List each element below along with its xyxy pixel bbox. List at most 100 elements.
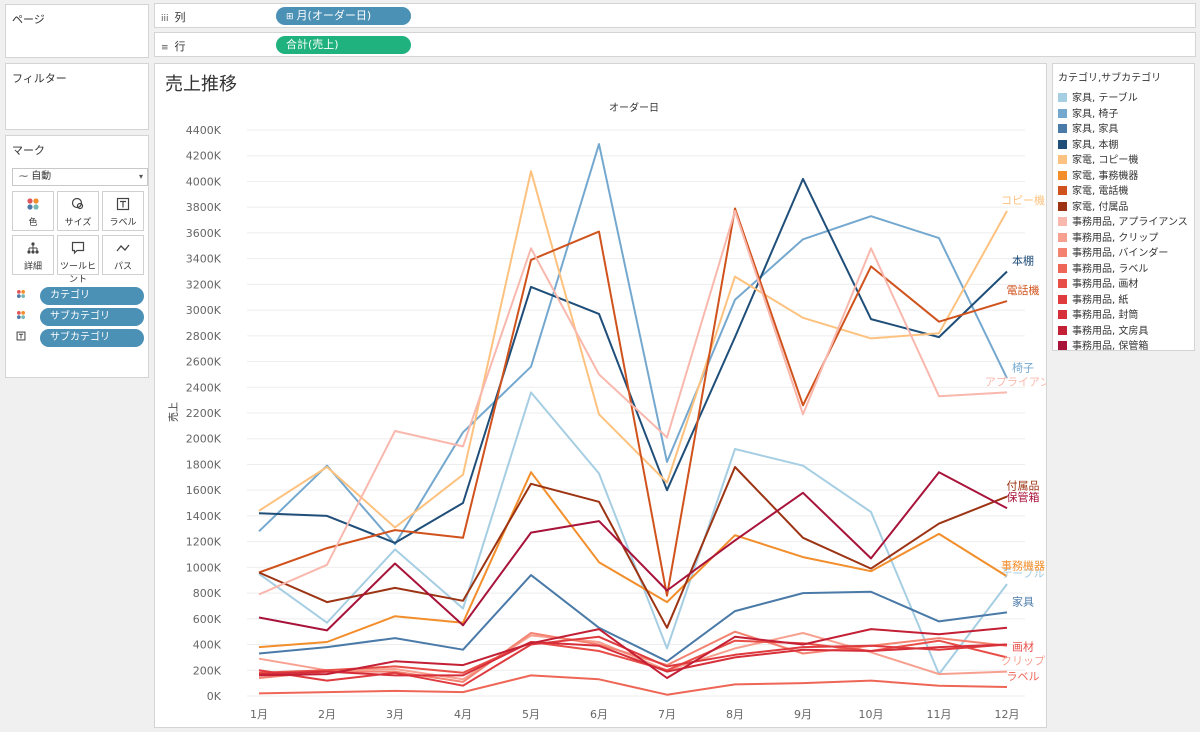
series-line[interactable] [258,210,1008,596]
legend-item[interactable]: 家電, 事務機器 [1058,167,1138,182]
y-tick-label: 2600K [186,356,222,369]
series-line[interactable] [258,471,1008,632]
legend-item[interactable]: 家電, 付属品 [1058,198,1128,213]
y-tick-label: 1200K [186,536,222,549]
legend-item[interactable]: 事務用品, アプライアンス [1058,213,1188,228]
legend-item[interactable]: 事務用品, 文房具 [1058,322,1148,337]
x-tick-label: 8月 [726,708,744,721]
pages-panel-title: ページ [12,13,45,26]
rows-pill-sum-sales[interactable]: 合計(売上) [276,36,411,54]
chevron-down-icon: ▾ [138,172,143,181]
path-button-label: パス [113,262,132,272]
series-line[interactable] [258,632,1008,681]
legend-item[interactable]: 家具, テーブル [1058,89,1138,104]
series-line[interactable] [258,626,1008,679]
series-line[interactable] [258,207,1008,597]
marks-panel-title: マーク [12,144,45,157]
mark-type-dropdown[interactable]: ⁓ 自動 ▾ [12,168,148,186]
legend-item-label: 家具, 家具 [1072,124,1119,135]
legend-item[interactable]: 事務用品, 画材 [1058,275,1138,290]
series-end-label: 椅子 [1012,360,1034,374]
legend-item[interactable]: 事務用品, ラベル [1058,260,1148,275]
detail-button[interactable]: 詳細 [12,235,54,275]
legend-item-label: 事務用品, 文房具 [1072,325,1149,337]
series-line[interactable] [258,641,1008,677]
x-tick-label: 6月 [590,708,608,721]
series-end-label: アプライアンス [985,375,1046,388]
rows-shelf[interactable]: ≡ 行 合計(売上) [154,32,1196,57]
x-tick-label: 12月 [995,708,1020,721]
legend-item[interactable]: 事務用品, バインダー [1058,244,1168,259]
series-end-label: 画材 [1012,639,1034,653]
size-icon [58,197,98,213]
marks-panel: マーク ⁓ 自動 ▾ 色 サイズ ラベル 詳細 ツールヒント [5,135,149,378]
series-line[interactable] [258,574,1008,663]
legend-item[interactable]: 家電, コピー機 [1058,151,1138,166]
series-line[interactable] [258,170,1008,529]
tooltip-button[interactable]: ツールヒント [57,235,99,285]
pages-panel[interactable]: ページ [5,4,149,58]
series-line[interactable] [258,630,1008,683]
y-tick-label: 4400K [186,124,222,137]
legend-item[interactable]: 事務用品, クリップ [1058,229,1158,244]
marks-pill-category[interactable]: カテゴリ [40,287,144,305]
series-line[interactable] [258,466,1008,629]
detail-icon [13,241,53,257]
x-tick-label: 1月 [250,708,268,721]
legend-item[interactable]: 事務用品, 保管箱 [1058,337,1148,352]
columns-pill-order-month[interactable]: ⊞ 月(オーダー日) [276,7,411,25]
legend-swatch [1058,279,1067,288]
label-button-label: ラベル [109,218,137,228]
legend-item[interactable]: 家具, 本棚 [1058,136,1118,151]
columns-shelf[interactable]: iii 列 ⊞ 月(オーダー日) [154,3,1196,28]
legend-swatch [1058,108,1067,118]
series-line[interactable] [258,639,1008,674]
series-line[interactable] [258,674,1008,696]
series-end-label: 付属品 [1007,480,1040,493]
columns-shelf-text: 列 [174,11,186,24]
legend-item[interactable]: 家具, 家具 [1058,120,1118,135]
series-line[interactable] [258,391,1008,676]
y-tick-label: 3400K [186,253,222,266]
marks-pill-subcategory-label[interactable]: サブカテゴリ [40,329,144,347]
series-line[interactable] [258,143,1008,546]
size-button-label: サイズ [64,218,92,228]
color-legend[interactable]: カテゴリ,サブカテゴリ 家具, テーブル 家具, 椅子 家具, 家具 家具, 本棚 家電… [1052,63,1195,352]
legend-title: カテゴリ,サブカテゴリ [1058,73,1162,84]
y-tick-label: 400K [193,639,222,652]
legend-swatch [1058,93,1067,102]
color-button[interactable]: 色 [12,191,54,231]
marks-pill-subcategory-color[interactable]: サブカテゴリ [40,308,144,326]
legend-item-label: 事務用品, 画材 [1072,279,1139,290]
legend-item[interactable]: 事務用品, 紙 [1058,291,1128,306]
path-button[interactable]: パス [102,235,144,275]
y-tick-label: 3000K [186,304,222,317]
rows-shelf-text: 行 [174,40,186,53]
legend-item[interactable]: 家具, 椅子 [1058,105,1118,120]
rows-icon: ≡ [161,43,169,53]
y-tick-label: 4000K [186,175,222,188]
legend-item-label: 家電, 電話機 [1072,186,1129,197]
legend-swatch [1058,139,1067,149]
y-tick-label: 2400K [186,381,222,394]
series-line[interactable] [258,177,1008,544]
rows-shelf-label: ≡ 行 [161,38,186,54]
y-tick-label: 200K [193,664,222,677]
y-tick-label: 1000K [186,561,222,574]
series-end-label: 保管箱 [1007,490,1040,504]
label-button[interactable]: ラベル [102,191,144,231]
legend-item[interactable]: 家電, 電話機 [1058,182,1128,197]
filters-panel[interactable]: フィルター [5,63,149,130]
legend-swatch [1058,155,1067,164]
legend-item[interactable]: 事務用品, 封筒 [1058,306,1138,321]
y-tick-label: 600K [193,613,222,626]
legend-swatch [1058,294,1067,304]
y-tick-label: 0K [207,690,222,703]
series-line[interactable] [258,471,1008,649]
legend-swatch [1058,201,1067,211]
legend-swatch [1058,263,1067,273]
y-tick-label: 800K [193,587,222,600]
line-chart[interactable]: 0K 200K 400K 600K 800K 1000K 1200K 1400K 1600K 18… [155,64,1046,727]
size-button[interactable]: サイズ [57,191,99,231]
legend-swatch [1058,341,1067,350]
